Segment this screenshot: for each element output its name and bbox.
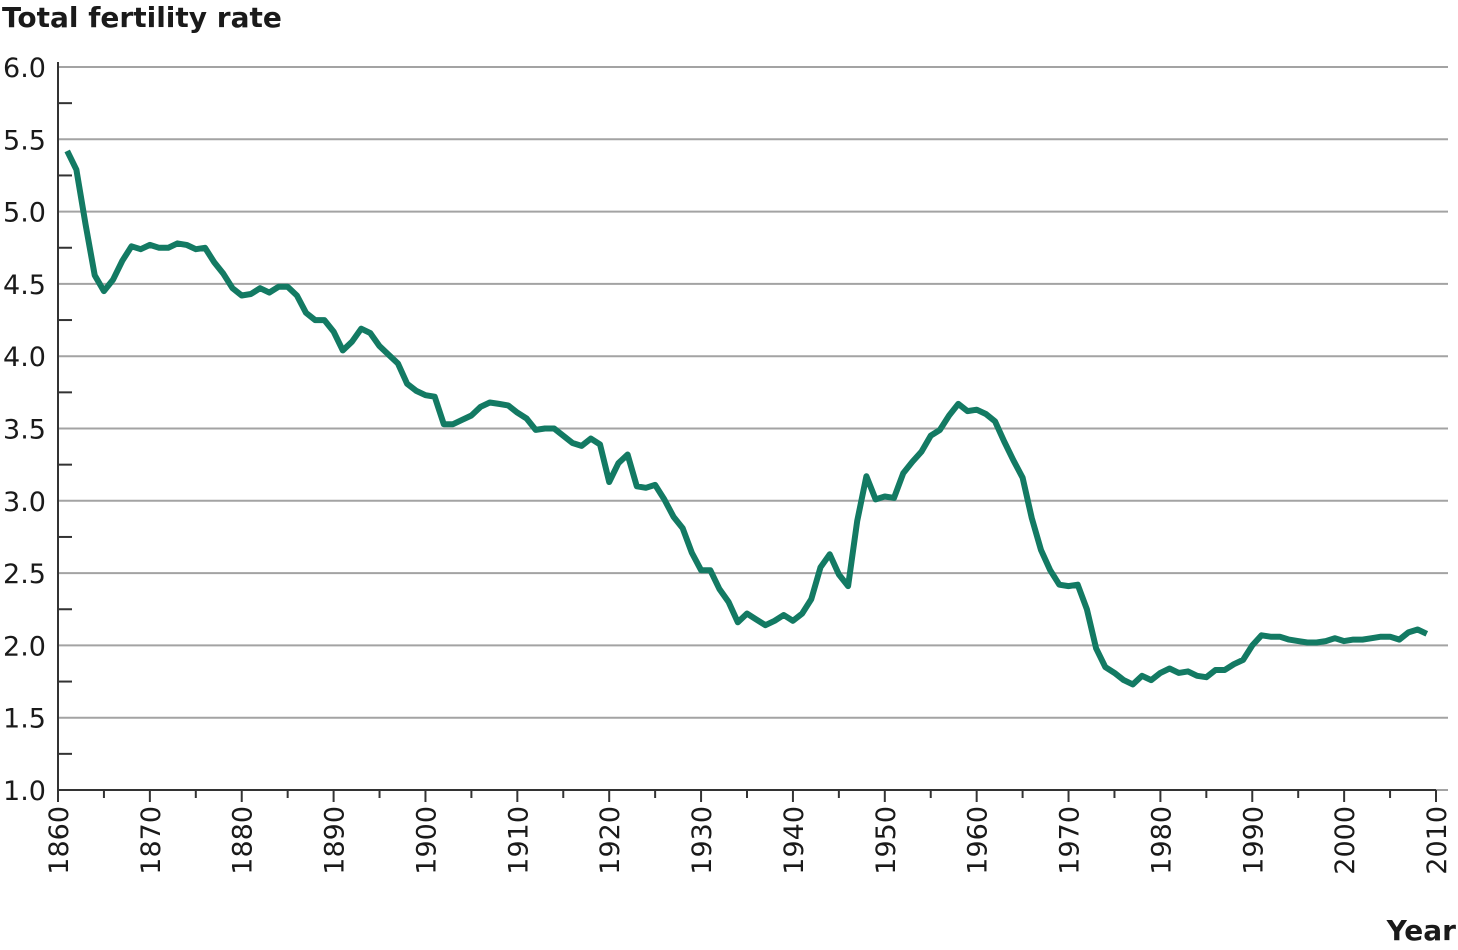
x-tick-label: 1890	[320, 806, 351, 875]
x-axis-title: Year	[1386, 914, 1457, 947]
y-tick-label: 5.0	[3, 198, 46, 229]
y-tick-label: 5.5	[3, 125, 46, 156]
y-axis-title: Total fertility rate	[2, 1, 282, 34]
x-tick-label: 1910	[503, 806, 534, 875]
y-tick-label: 4.5	[3, 270, 46, 301]
x-tick-label: 1880	[228, 806, 259, 875]
x-tick-label: 1870	[136, 806, 167, 875]
x-tick-label: 1970	[1055, 806, 1086, 875]
y-tick-label: 2.0	[3, 631, 46, 662]
x-tick-label: 1920	[595, 806, 626, 875]
x-tick-label: 1930	[687, 806, 718, 875]
y-tick-label: 1.0	[3, 776, 46, 807]
x-tick-label: 1950	[871, 806, 902, 875]
x-tick-label: 2010	[1422, 806, 1453, 875]
x-tick-label: 1900	[411, 806, 442, 875]
x-tick-label: 1960	[963, 806, 994, 875]
y-tick-label: 2.5	[3, 559, 46, 590]
x-tick-label: 1860	[44, 806, 75, 875]
y-tick-label: 4.0	[3, 342, 46, 373]
y-tick-label: 6.0	[3, 53, 46, 84]
y-tick-label: 1.5	[3, 704, 46, 735]
y-tick-label: 3.0	[3, 487, 46, 518]
y-tick-label: 3.5	[3, 415, 46, 446]
x-tick-label: 2000	[1330, 806, 1361, 875]
x-tick-label: 1980	[1146, 806, 1177, 875]
data-line	[64, 149, 1429, 688]
x-tick-label: 1990	[1238, 806, 1269, 875]
x-tick-label: 1940	[779, 806, 810, 875]
